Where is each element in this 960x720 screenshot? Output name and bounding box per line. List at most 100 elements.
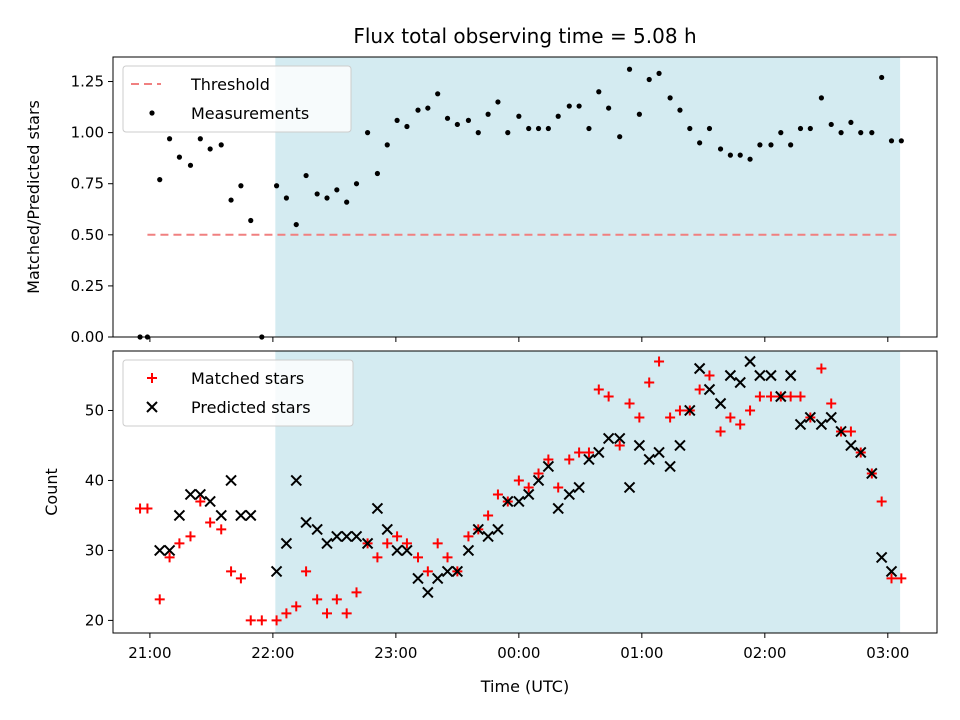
data-point xyxy=(633,439,646,452)
data-point xyxy=(785,391,796,402)
data-point xyxy=(875,551,888,564)
data-point xyxy=(381,523,393,536)
data-point xyxy=(858,130,864,136)
data-point xyxy=(361,537,374,550)
data-point xyxy=(744,355,756,368)
data-point xyxy=(163,544,176,557)
data-point xyxy=(184,488,197,501)
data-point xyxy=(646,76,652,83)
data-point xyxy=(482,530,494,543)
data-point xyxy=(653,446,665,459)
data-point xyxy=(596,89,602,95)
data-point xyxy=(664,460,676,473)
data-point xyxy=(311,523,323,536)
x-tick-label: 22:00 xyxy=(251,644,294,662)
data-point xyxy=(154,544,166,557)
data-point xyxy=(765,369,777,382)
data-point xyxy=(371,502,384,515)
data-point xyxy=(195,496,206,507)
data-point xyxy=(334,187,340,193)
series-measurements xyxy=(137,66,904,340)
data-point xyxy=(879,74,885,81)
data-point xyxy=(768,142,774,148)
data-point xyxy=(684,404,696,417)
data-point xyxy=(896,573,907,584)
data-point xyxy=(238,183,244,189)
data-point xyxy=(526,125,532,132)
x-tick-label: 23:00 xyxy=(374,644,417,662)
data-point xyxy=(394,117,400,123)
data-point xyxy=(697,140,703,146)
data-point xyxy=(603,391,614,402)
data-point xyxy=(312,594,323,605)
data-point xyxy=(876,496,887,507)
data-point xyxy=(218,142,224,148)
data-point xyxy=(888,138,895,144)
data-point xyxy=(485,111,491,117)
data-point xyxy=(778,130,784,136)
data-point xyxy=(734,376,746,389)
data-point xyxy=(293,221,299,228)
data-point xyxy=(331,594,342,605)
data-point xyxy=(614,440,625,451)
data-point xyxy=(654,356,665,367)
data-point xyxy=(513,475,524,486)
data-point xyxy=(886,573,897,584)
data-point xyxy=(216,524,227,535)
data-point xyxy=(271,615,282,626)
data-point xyxy=(321,608,332,619)
legend-label: Matched stars xyxy=(191,369,304,388)
data-point xyxy=(694,384,705,395)
data-point xyxy=(533,468,544,479)
data-point xyxy=(215,509,227,522)
data-point xyxy=(280,537,293,550)
data-point xyxy=(818,95,824,101)
data-point xyxy=(634,412,645,423)
data-point xyxy=(885,565,898,578)
data-point xyxy=(454,121,460,128)
y-axis-label: Count xyxy=(42,468,61,516)
data-point xyxy=(207,146,213,152)
observing-window xyxy=(275,57,901,337)
data-point xyxy=(845,426,856,437)
data-point xyxy=(401,538,412,549)
data-point xyxy=(475,130,481,136)
x-tick-label: 00:00 xyxy=(497,644,540,662)
data-point xyxy=(523,482,534,493)
data-point xyxy=(166,136,173,142)
data-point xyxy=(157,177,163,183)
data-point xyxy=(435,91,441,97)
legend: Threshold Measurements xyxy=(122,65,352,133)
legend-matched-swatch xyxy=(147,373,157,383)
data-point xyxy=(532,474,545,487)
data-point xyxy=(797,125,804,132)
data-point xyxy=(552,502,564,515)
data-point xyxy=(248,217,254,224)
y-tick-label: 1.00 xyxy=(71,124,104,142)
data-point xyxy=(187,162,194,168)
data-point xyxy=(644,377,655,388)
data-point xyxy=(545,125,551,132)
data-point xyxy=(717,146,724,152)
data-point xyxy=(194,488,207,501)
data-point xyxy=(735,419,746,430)
data-point xyxy=(613,432,626,445)
data-point xyxy=(300,516,312,529)
observing-window xyxy=(275,351,901,633)
data-point xyxy=(472,523,484,536)
data-point xyxy=(425,105,431,111)
data-point xyxy=(173,509,186,522)
bottom-panel-counts: 20 30 40 50 21:00 22:00 23:00 00:00 01:00 02:00 03… xyxy=(42,351,938,662)
data-point xyxy=(555,113,561,119)
data-point xyxy=(543,454,554,465)
data-point xyxy=(602,432,615,445)
data-point xyxy=(341,608,352,619)
data-point xyxy=(838,130,844,136)
data-point xyxy=(197,136,203,142)
data-point xyxy=(674,439,686,452)
data-point xyxy=(413,552,424,563)
data-point xyxy=(235,509,247,522)
y-tick-label: 1.25 xyxy=(71,73,104,91)
data-point xyxy=(563,488,575,501)
data-point xyxy=(747,156,753,162)
